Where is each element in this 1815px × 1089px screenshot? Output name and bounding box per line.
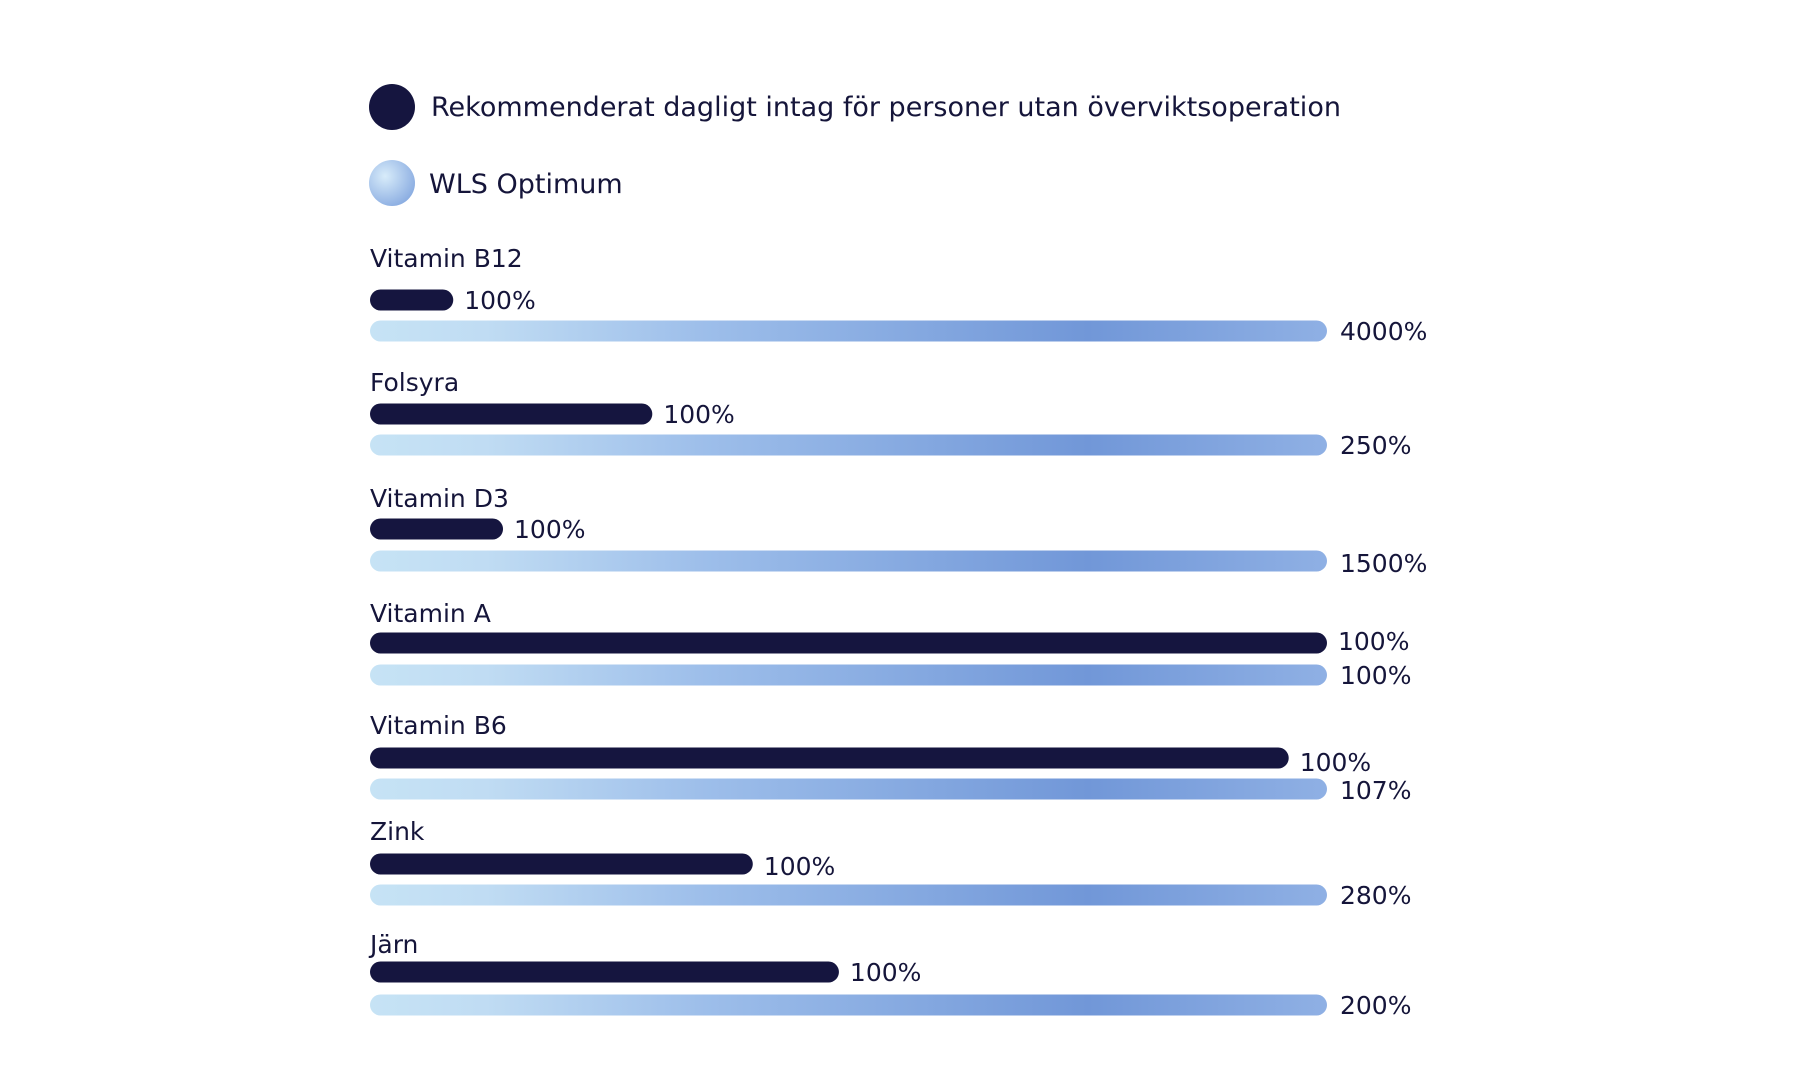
bar-wls-optimum bbox=[370, 550, 1327, 572]
bar-group: Vitamin A 100% 100% bbox=[370, 599, 1411, 690]
category-label: Järn bbox=[368, 930, 418, 959]
value-label-recommended: 100% bbox=[1300, 748, 1371, 777]
value-label-recommended: 100% bbox=[514, 515, 585, 544]
bar-wls-optimum bbox=[370, 434, 1327, 456]
value-label-recommended: 100% bbox=[464, 286, 535, 315]
legend-swatch-wls bbox=[369, 160, 415, 206]
bar-wls-optimum bbox=[370, 320, 1327, 342]
bar-group: Järn 100% 200% bbox=[368, 930, 1411, 1020]
bar-recommended bbox=[370, 632, 1327, 654]
value-label-wls-optimum: 4000% bbox=[1340, 317, 1427, 346]
bar-recommended bbox=[370, 747, 1289, 769]
value-label-wls-optimum: 200% bbox=[1340, 991, 1411, 1020]
legend-label-recommended: Rekommenderat dagligt intag för personer… bbox=[431, 92, 1341, 123]
bar-groups: Vitamin B12 100% 4000% Folsyra 100% 250% Vitam… bbox=[368, 244, 1427, 1020]
bar-wls-optimum bbox=[370, 664, 1327, 686]
value-label-recommended: 100% bbox=[663, 400, 734, 429]
value-label-wls-optimum: 280% bbox=[1340, 881, 1411, 910]
category-label: Vitamin B12 bbox=[370, 244, 523, 273]
bar-group: Zink 100% 280% bbox=[370, 817, 1411, 910]
bar-wls-optimum bbox=[370, 994, 1327, 1016]
legend-label-wls: WLS Optimum bbox=[429, 169, 623, 200]
bar-recommended bbox=[370, 961, 839, 983]
bar-recommended bbox=[370, 518, 504, 540]
value-label-wls-optimum: 100% bbox=[1340, 661, 1411, 690]
value-label-recommended: 100% bbox=[764, 852, 835, 881]
category-label: Vitamin A bbox=[370, 599, 491, 628]
category-label: Folsyra bbox=[370, 368, 459, 397]
legend: Rekommenderat dagligt intag för personer… bbox=[369, 84, 1341, 206]
bar-wls-optimum bbox=[370, 778, 1327, 800]
bar-group: Folsyra 100% 250% bbox=[370, 368, 1411, 460]
value-label-recommended: 100% bbox=[850, 958, 921, 987]
category-label: Zink bbox=[370, 817, 425, 846]
bar-recommended bbox=[370, 853, 753, 875]
value-label-wls-optimum: 1500% bbox=[1340, 549, 1427, 578]
bar-wls-optimum bbox=[370, 884, 1327, 906]
category-label: Vitamin D3 bbox=[370, 484, 509, 513]
legend-swatch-recommended bbox=[369, 84, 415, 130]
bar-recommended bbox=[370, 289, 454, 311]
value-label-wls-optimum: 250% bbox=[1340, 431, 1411, 460]
category-label: Vitamin B6 bbox=[370, 711, 507, 740]
bar-group: Vitamin B6 100%107% bbox=[370, 711, 1411, 805]
value-label-recommended: 100% bbox=[1338, 627, 1409, 656]
bar-recommended bbox=[370, 403, 653, 425]
value-label-wls-optimum: 107% bbox=[1340, 776, 1411, 805]
bar-group: Vitamin B12 100% 4000% bbox=[370, 244, 1427, 346]
